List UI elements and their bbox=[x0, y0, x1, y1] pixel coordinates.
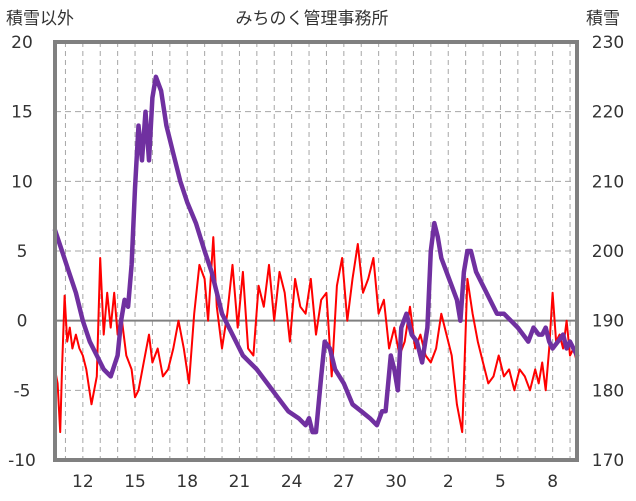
left-tick-label: 20 bbox=[11, 33, 33, 53]
right-tick-label: 220 bbox=[592, 103, 624, 123]
x-tick-label: 8 bbox=[547, 472, 558, 492]
right-axis-label: 積雪 bbox=[586, 9, 620, 29]
right-axis-ticks: 230 220 210 200 190 180 170 bbox=[592, 33, 624, 471]
chart-title: みちのく管理事務所 bbox=[236, 9, 389, 29]
x-tick-label: 21 bbox=[229, 472, 251, 492]
left-tick-label: -5 bbox=[14, 381, 31, 401]
temperature-series-line bbox=[54, 236, 578, 434]
left-tick-label: -10 bbox=[8, 451, 36, 471]
x-tick-label: 12 bbox=[72, 472, 94, 492]
plot-area-frame bbox=[53, 40, 579, 462]
x-axis-ticks: 12 15 18 21 24 27 30 2 5 8 bbox=[72, 472, 558, 492]
left-axis-label: 積雪以外 bbox=[6, 9, 74, 29]
right-tick-label: 180 bbox=[592, 381, 624, 401]
right-tick-label: 190 bbox=[592, 312, 624, 332]
snow-series-line bbox=[52, 74, 580, 435]
horizontal-gridlines bbox=[55, 111, 577, 391]
x-tick-label: 30 bbox=[385, 472, 407, 492]
x-tick-label: 27 bbox=[333, 472, 355, 492]
left-tick-label: 5 bbox=[17, 242, 28, 262]
x-tick-label: 15 bbox=[124, 472, 146, 492]
right-tick-label: 230 bbox=[592, 33, 624, 53]
series-layer bbox=[52, 74, 580, 435]
x-tick-label: 2 bbox=[443, 472, 454, 492]
left-tick-label: 15 bbox=[11, 103, 33, 123]
left-axis-ticks: 20 15 10 5 0 -5 -10 bbox=[8, 33, 36, 471]
x-tick-label: 18 bbox=[176, 472, 198, 492]
right-tick-label: 210 bbox=[592, 172, 624, 192]
x-tick-label: 24 bbox=[281, 472, 303, 492]
left-tick-label: 10 bbox=[11, 172, 33, 192]
x-tick-label: 5 bbox=[495, 472, 506, 492]
right-tick-label: 200 bbox=[592, 242, 624, 262]
left-tick-label: 0 bbox=[17, 312, 28, 332]
right-tick-label: 170 bbox=[592, 451, 624, 471]
